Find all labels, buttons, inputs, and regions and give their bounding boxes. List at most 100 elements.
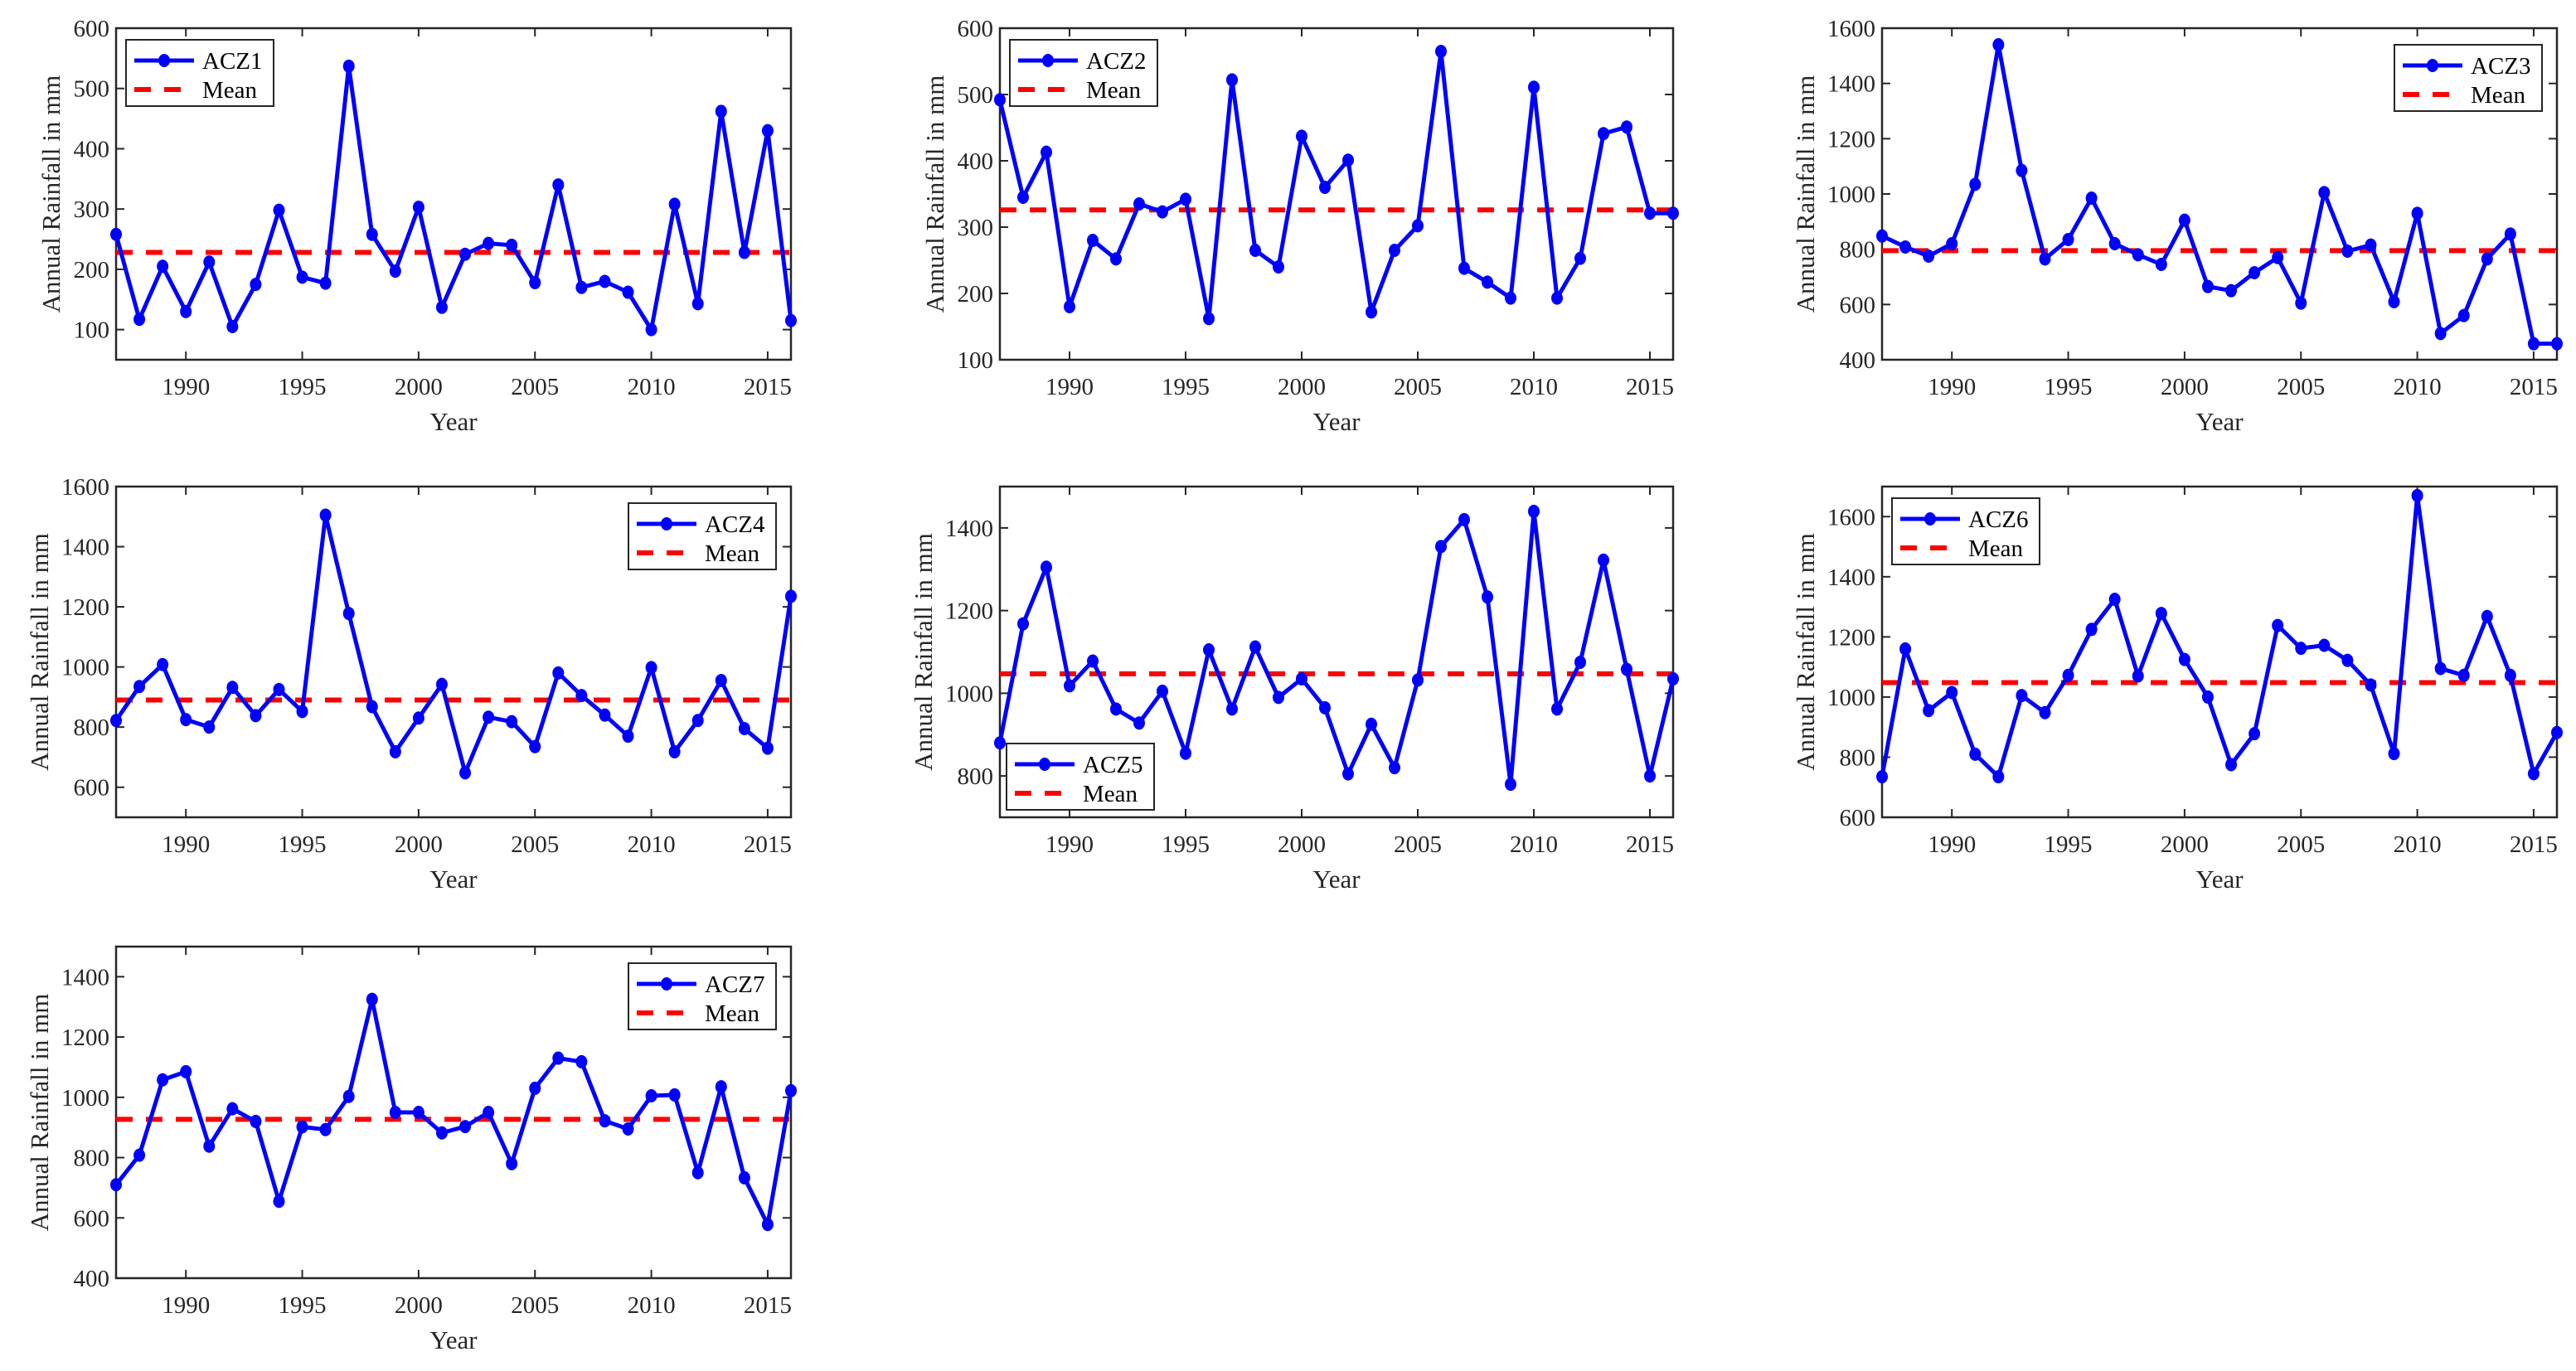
y-tick-label: 800: [74, 1146, 110, 1172]
data-point: [342, 607, 355, 621]
data-point: [389, 1106, 401, 1119]
x-tick-label: 2010: [1510, 831, 1558, 858]
y-tick-label: 1200: [61, 1025, 109, 1051]
data-point: [157, 657, 169, 671]
data-point: [1064, 300, 1075, 313]
data-point: [459, 1120, 472, 1134]
data-point: [691, 714, 704, 728]
data-point: [366, 227, 378, 241]
data-point: [1992, 770, 2005, 784]
legend-mean-label: Mean: [1083, 781, 1138, 807]
data-point: [738, 721, 750, 735]
data-point: [366, 700, 378, 714]
data-point: [1969, 747, 1982, 761]
data-point: [785, 1083, 797, 1097]
y-axis-label: Annual Rainfall in mm: [25, 533, 54, 771]
data-point: [2341, 245, 2354, 258]
data-point: [1482, 590, 1493, 604]
data-point: [529, 1081, 541, 1095]
data-point: [483, 1106, 495, 1119]
data-point: [2132, 669, 2144, 683]
data-point: [2225, 283, 2238, 298]
data-point: [1969, 177, 1982, 191]
data-point: [2249, 727, 2261, 741]
x-tick-label: 1995: [279, 1292, 327, 1319]
data-point: [1551, 702, 1563, 716]
data-point: [2551, 725, 2563, 739]
legend-mean-label: Mean: [1968, 535, 2024, 562]
data-point: [2062, 233, 2074, 246]
y-tick-label: 200: [74, 257, 110, 283]
data-point: [1203, 312, 1215, 326]
y-tick-label: 600: [1840, 805, 1876, 831]
legend-marker: [1039, 758, 1050, 771]
data-point: [1041, 145, 1052, 159]
data-point: [366, 992, 378, 1006]
x-tick-label: 2000: [1278, 374, 1326, 400]
plot-area: [998, 27, 1675, 361]
x-tick-label: 2005: [511, 831, 559, 858]
data-point: [645, 661, 657, 675]
data-point: [1667, 206, 1679, 220]
y-tick-label: 1000: [61, 1085, 109, 1112]
legend-box: [628, 502, 777, 570]
data-point: [1482, 275, 1493, 289]
x-tick-label: 2000: [395, 374, 443, 400]
y-tick-label: 1000: [1827, 685, 1875, 711]
y-tick-label: 300: [74, 196, 110, 223]
data-point: [2178, 652, 2190, 666]
data-point: [668, 744, 681, 758]
y-tick-label: 1600: [1827, 504, 1875, 530]
data-point: [2016, 163, 2028, 177]
series-line: [114, 997, 793, 1227]
data-point: [2108, 237, 2121, 250]
y-tick-label: 600: [74, 16, 110, 42]
data-point: [575, 689, 588, 703]
data-point: [622, 1122, 634, 1136]
y-tick-label: 1200: [945, 598, 993, 625]
data-point: [2085, 191, 2098, 205]
data-point: [575, 280, 588, 294]
data-point: [2434, 327, 2447, 341]
data-point: [1667, 671, 1679, 686]
data-point: [1226, 73, 1238, 87]
y-tick-label: 600: [1840, 292, 1876, 318]
legend-series-label: ACZ6: [1968, 506, 2029, 533]
data-point: [2272, 250, 2284, 264]
data-point: [1528, 80, 1540, 94]
data-point: [2201, 279, 2214, 293]
data-point: [2457, 308, 2470, 322]
data-point: [2504, 227, 2516, 241]
data-point: [645, 1089, 657, 1102]
x-axis-label: Year: [429, 407, 478, 436]
data-point: [1110, 702, 1122, 716]
data-point: [133, 1148, 146, 1162]
data-point: [412, 1106, 424, 1119]
y-tick-label: 1400: [945, 516, 993, 542]
legend-series-label: ACZ3: [2471, 53, 2531, 80]
legend-marker: [1924, 512, 1936, 526]
data-point: [994, 93, 1006, 107]
x-tick-label: 2015: [744, 1292, 792, 1319]
data-point: [599, 708, 611, 722]
data-point: [435, 677, 448, 691]
data-point: [1249, 640, 1261, 654]
data-point: [2295, 296, 2307, 310]
x-tick-label: 2005: [511, 374, 559, 400]
chart-panel-6: 1990 1995 2000 2005 2010 2015 600 800 1000 1200 14…: [1791, 485, 2563, 894]
data-point: [296, 705, 308, 719]
legend-box: [628, 962, 777, 1030]
data-point: [1505, 291, 1516, 305]
data-point: [1157, 205, 1168, 219]
y-axis-label: Annual Rainfall in mm: [1791, 533, 1820, 771]
data-point: [2225, 758, 2238, 772]
data-point: [2365, 238, 2377, 252]
data-point: [1133, 197, 1145, 211]
data-point: [1296, 671, 1307, 686]
series-line: [114, 64, 793, 332]
legend-series-label: ACZ1: [202, 48, 263, 75]
x-tick-label: 2005: [2277, 374, 2325, 400]
data-point: [1551, 291, 1563, 305]
